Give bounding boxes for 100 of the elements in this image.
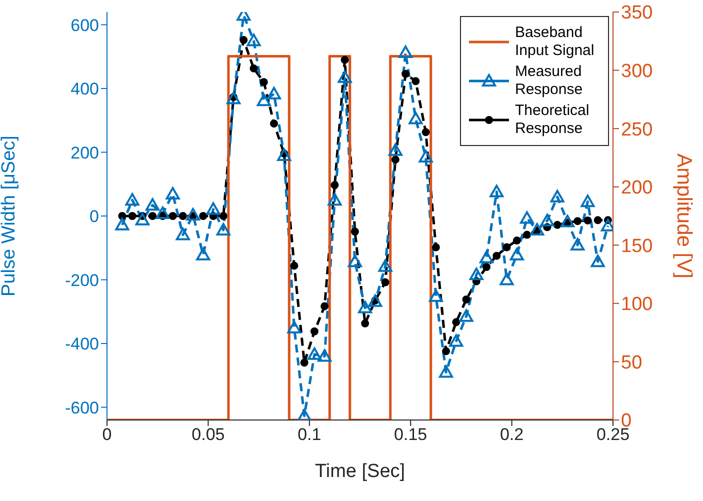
y-tick-label: -200 xyxy=(64,270,99,290)
point xyxy=(570,238,585,251)
point xyxy=(418,150,433,163)
point xyxy=(216,223,230,236)
point xyxy=(522,230,531,239)
point xyxy=(290,262,298,270)
point xyxy=(439,365,454,378)
point xyxy=(186,208,200,221)
point xyxy=(115,218,130,230)
point xyxy=(462,296,470,304)
y-tick-label: 0 xyxy=(90,207,99,226)
point xyxy=(391,156,400,164)
point xyxy=(148,212,157,220)
point xyxy=(580,194,595,208)
point xyxy=(226,92,240,104)
point xyxy=(166,187,180,200)
point xyxy=(540,214,554,226)
y-tick-label: 400 xyxy=(70,80,99,99)
point xyxy=(388,143,402,156)
point xyxy=(277,148,292,161)
point xyxy=(348,254,362,268)
point xyxy=(490,184,504,198)
point xyxy=(550,190,564,202)
y2-tick-label: 250 xyxy=(621,119,653,140)
legend-label: Theoretical Response xyxy=(515,102,590,138)
point xyxy=(297,408,312,420)
point xyxy=(482,263,490,271)
y-tick-label: 600 xyxy=(70,16,99,35)
point xyxy=(318,349,332,362)
point xyxy=(240,36,248,44)
point xyxy=(219,212,228,220)
point xyxy=(300,358,308,367)
point xyxy=(196,248,210,260)
y-tick-label: 200 xyxy=(70,143,99,162)
point xyxy=(469,268,484,280)
point xyxy=(328,193,342,206)
point xyxy=(492,252,501,260)
y2-tick-label: 350 xyxy=(621,2,653,24)
point xyxy=(156,206,170,219)
point xyxy=(266,86,281,100)
point xyxy=(168,212,177,220)
point xyxy=(553,220,562,229)
point xyxy=(381,278,390,286)
point xyxy=(449,334,464,347)
point xyxy=(368,294,382,307)
point xyxy=(432,243,440,252)
point xyxy=(350,228,359,236)
point xyxy=(125,193,140,206)
point xyxy=(502,243,511,252)
point xyxy=(178,212,187,220)
point xyxy=(428,289,443,302)
legend-label: Measured Response xyxy=(515,63,584,99)
y-axis-title: Pulse Width [μSec] xyxy=(0,136,20,296)
y2-axis-title: Amplitude [V] xyxy=(672,154,696,278)
point xyxy=(270,120,278,128)
point xyxy=(338,70,352,83)
point xyxy=(135,212,150,226)
point xyxy=(146,198,160,211)
point xyxy=(260,78,268,86)
point xyxy=(320,302,329,310)
x-tick-label: 0.2 xyxy=(500,425,524,444)
point xyxy=(287,320,302,334)
point xyxy=(408,112,423,124)
point xyxy=(340,56,349,64)
point xyxy=(310,327,318,336)
point xyxy=(590,254,605,268)
point xyxy=(256,94,271,106)
point xyxy=(500,272,514,286)
x-tick-label: 0.15 xyxy=(394,425,428,444)
point xyxy=(330,181,339,190)
y2-tick-label: 100 xyxy=(621,294,653,316)
point xyxy=(176,228,190,240)
point xyxy=(422,128,430,136)
point xyxy=(452,318,460,326)
point xyxy=(378,259,392,272)
point xyxy=(574,217,582,226)
point xyxy=(412,77,420,86)
legend-label: Baseband Input Signal xyxy=(515,24,596,60)
point xyxy=(442,347,450,356)
point xyxy=(480,250,494,264)
point xyxy=(361,319,370,328)
point xyxy=(206,202,220,215)
point xyxy=(246,34,261,46)
x-tick-label: 0.05 xyxy=(192,425,225,444)
y-tick-label: -600 xyxy=(64,398,99,418)
point xyxy=(459,309,474,322)
point xyxy=(520,211,534,224)
point xyxy=(398,45,413,58)
point xyxy=(584,216,592,224)
point xyxy=(594,216,602,224)
y2-tick-label: 300 xyxy=(621,61,653,82)
x-tick-label: 0 xyxy=(102,425,112,444)
point xyxy=(402,70,410,78)
point xyxy=(510,248,524,260)
x-axis-title: Time [Sec] xyxy=(314,461,406,482)
point xyxy=(358,300,372,314)
point xyxy=(530,223,544,236)
point xyxy=(128,212,136,220)
point xyxy=(250,64,258,72)
y-tick-label: -400 xyxy=(64,334,99,354)
